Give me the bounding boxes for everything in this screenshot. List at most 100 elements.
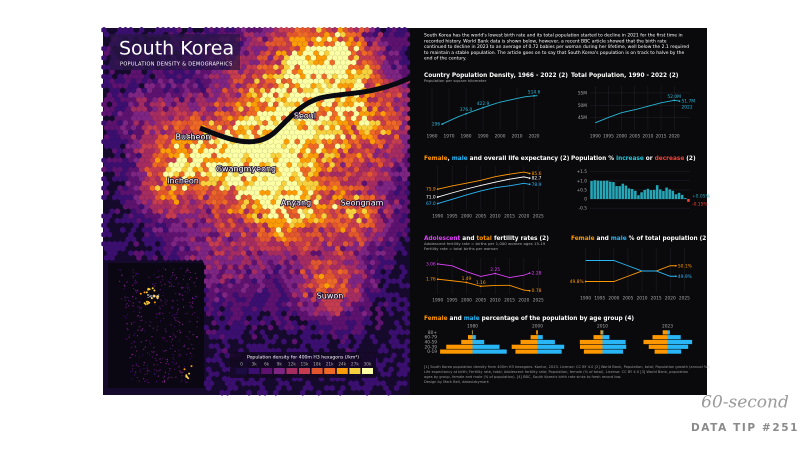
hexagon: [189, 217, 196, 224]
hexagon: [238, 124, 244, 131]
hexagon: [393, 180, 400, 187]
hexagon: [216, 310, 223, 317]
hexagon: [291, 338, 298, 345]
hexagon: [396, 110, 402, 117]
hexagon: [144, 92, 150, 99]
hexagon: [189, 226, 196, 234]
hexagon: [380, 175, 386, 182]
hexagon: [189, 115, 196, 122]
line-series: [437, 176, 530, 198]
hexagon: [187, 92, 193, 99]
hexagon: [337, 194, 343, 201]
hexagon: [340, 254, 346, 261]
hexagon: [321, 250, 327, 257]
hexagon: [367, 319, 373, 326]
hexagon: [200, 78, 206, 85]
hexagon: [345, 59, 351, 66]
hexagon: [114, 245, 121, 252]
hexagon: [133, 119, 139, 127]
hexagon: [267, 138, 274, 145]
hexagon: [342, 185, 349, 192]
bar: [655, 185, 659, 200]
hexagon: [404, 40, 411, 47]
hexagon: [106, 157, 113, 164]
hexagon: [243, 50, 249, 57]
hexagon: [222, 78, 228, 85]
hexagon: [187, 73, 193, 80]
hexagon: [243, 40, 249, 47]
hexagon: [157, 245, 164, 252]
hexagon: [238, 245, 244, 252]
hexagon: [227, 189, 233, 196]
hexagon: [404, 115, 411, 122]
hexagon: [337, 259, 343, 266]
hexagon: [200, 68, 206, 75]
hexagon: [254, 282, 260, 289]
hexagon: [214, 185, 220, 192]
inset-dot: [120, 269, 122, 271]
hexagon: [300, 45, 306, 52]
inset-dot: [149, 343, 151, 345]
hexagon: [291, 291, 298, 299]
hexagon: [342, 138, 349, 145]
hexagon: [203, 82, 209, 89]
hexagon: [402, 185, 408, 192]
inset-dot: [143, 348, 145, 350]
hexagon: [195, 171, 201, 178]
hexagon: [265, 236, 271, 243]
hexagon: [372, 245, 378, 252]
hexagon: [278, 203, 284, 210]
inset-dot: [175, 362, 177, 364]
hexagon: [348, 175, 354, 182]
hexagon: [251, 231, 257, 238]
hexagon: [206, 273, 212, 280]
hexagon: [375, 92, 381, 99]
inset-dot: [168, 376, 170, 378]
hexagon: [227, 124, 233, 131]
hexagon: [232, 208, 239, 215]
hexagon: [399, 245, 405, 252]
hexagon: [359, 240, 365, 247]
hexagon: [332, 212, 338, 220]
hexagon: [224, 166, 231, 173]
inset-dot: [148, 276, 150, 278]
hexagon: [318, 208, 325, 215]
hexagon: [286, 282, 292, 289]
hexagon: [222, 143, 228, 150]
hexagon: [101, 54, 107, 61]
x-tick-label: 1995: [603, 134, 614, 140]
hexagon: [267, 147, 274, 154]
hexagon: [246, 194, 252, 201]
hexagon: [232, 236, 239, 243]
hexagon: [152, 68, 158, 75]
hexagon: [380, 194, 386, 201]
hexagon: [359, 45, 365, 52]
hexagon: [380, 231, 386, 238]
hexagon: [157, 87, 164, 94]
hexagon: [332, 119, 338, 127]
chart-title: Population % increase or decrease (2): [571, 156, 696, 162]
hexagon: [375, 110, 381, 117]
hexagon: [283, 45, 290, 52]
hexagon: [342, 175, 349, 182]
hexagon: [318, 264, 325, 271]
hexagon: [369, 147, 376, 154]
hexagon: [130, 236, 137, 243]
hexagon: [157, 171, 164, 178]
hexagon: [334, 171, 341, 178]
hexagon: [372, 78, 378, 85]
hexagon: [184, 171, 190, 178]
hexagon: [388, 133, 394, 141]
hexagon: [351, 133, 357, 141]
hexagon: [173, 96, 180, 103]
hexagon: [157, 78, 164, 85]
hexagon: [246, 305, 252, 313]
hexagon: [297, 59, 303, 66]
hexagon: [342, 26, 349, 34]
hexagon: [300, 250, 306, 257]
hexagon: [342, 45, 349, 52]
hexagon: [337, 166, 343, 173]
hexagon: [377, 310, 384, 317]
title-part: Female: [571, 236, 595, 242]
hexagon: [222, 161, 228, 168]
